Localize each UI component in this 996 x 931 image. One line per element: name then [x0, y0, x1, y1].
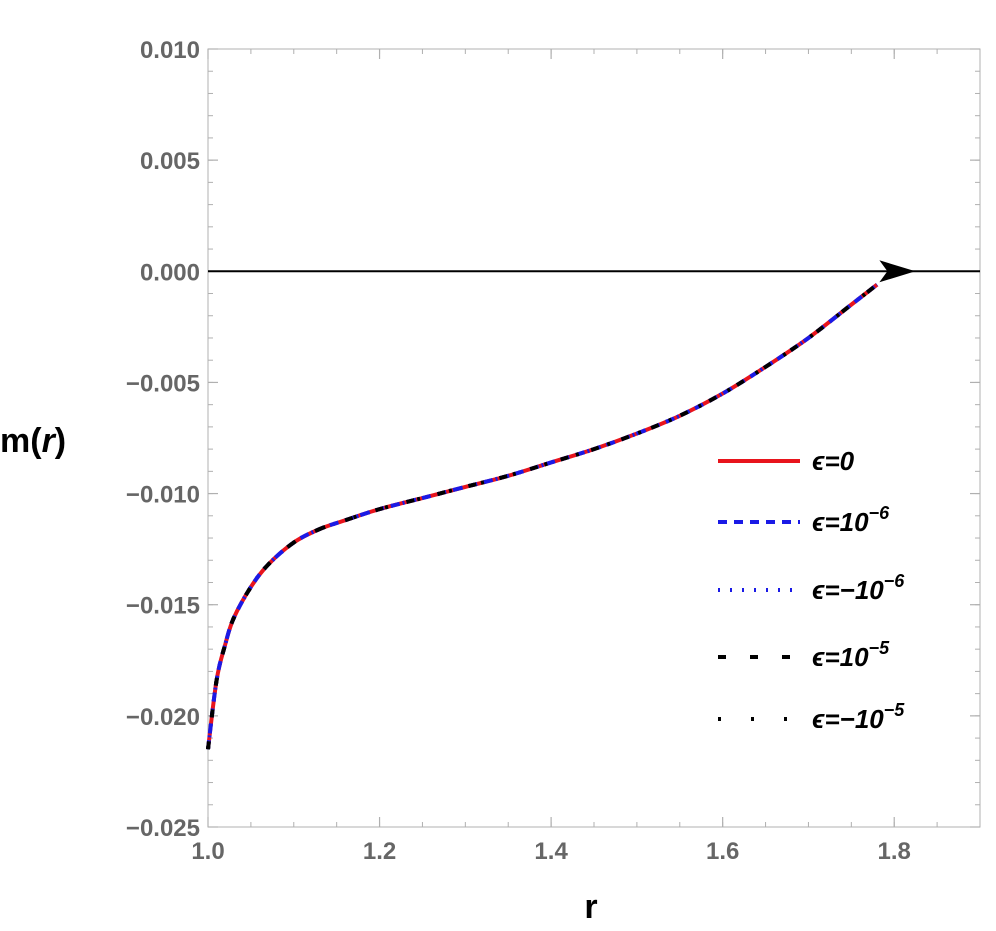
- y-axis-title-var: r: [42, 422, 57, 460]
- series-line-4: [206, 283, 879, 750]
- y-axis-title: m(r): [0, 422, 66, 460]
- legend-label-5: ϵ=−10−5: [812, 700, 905, 734]
- zero-reference-line: [208, 260, 980, 283]
- arrow-head-icon: [879, 260, 916, 283]
- y-tick-label: −0.025: [126, 815, 200, 842]
- legend-label-base: ϵ=10: [812, 507, 869, 537]
- series-line-2: [206, 283, 879, 750]
- y-tick-label: −0.015: [126, 593, 200, 620]
- legend-label-base: ϵ=10: [812, 642, 869, 672]
- legend-label-2: ϵ=10−6: [812, 503, 890, 537]
- y-tick-label: −0.005: [126, 370, 200, 397]
- x-tick-label: 1.8: [878, 838, 911, 865]
- legend: ϵ=0ϵ=10−6ϵ=−10−6ϵ=10−5ϵ=−10−5: [718, 446, 905, 734]
- x-tick-label: 1.2: [363, 838, 396, 865]
- legend-label-4: ϵ=10−5: [812, 638, 890, 672]
- y-tick-label: 0.000: [140, 259, 200, 286]
- y-axis-ticks: 0.010 0.005 0.000 −0.005 −0.010 −0.015 −0.020 −…: [126, 37, 980, 842]
- y-tick-label: 0.010: [140, 37, 200, 64]
- y-axis-title-main: m(: [0, 422, 42, 460]
- legend-label-base: ϵ=−10: [812, 575, 884, 605]
- y-tick-label: 0.005: [140, 148, 200, 175]
- x-tick-label: 1.4: [534, 838, 568, 865]
- y-axis-title-close: ): [55, 422, 66, 460]
- legend-label-exponent: −5: [884, 700, 906, 720]
- x-axis-title: r: [584, 888, 597, 926]
- legend-label-base: ϵ=0: [812, 446, 855, 476]
- series-line-1: [206, 283, 879, 750]
- legend-label-exponent: −5: [869, 638, 891, 658]
- x-tick-label: 1.0: [191, 838, 224, 865]
- y-tick-label: −0.010: [126, 482, 200, 509]
- series-line-5: [206, 283, 879, 750]
- legend-label-base: ϵ=−10: [812, 704, 884, 734]
- x-tick-label: 1.6: [706, 838, 739, 865]
- series-line-3: [206, 283, 879, 750]
- x-axis-ticks: 1.0 1.2 1.4 1.6 1.8: [191, 49, 981, 865]
- legend-label-exponent: −6: [884, 571, 906, 591]
- series-lines: [206, 283, 879, 750]
- y-tick-label: −0.020: [126, 704, 200, 731]
- legend-label-3: ϵ=−10−6: [812, 571, 905, 605]
- legend-label-1: ϵ=0: [812, 446, 855, 476]
- legend-label-exponent: −6: [869, 503, 891, 523]
